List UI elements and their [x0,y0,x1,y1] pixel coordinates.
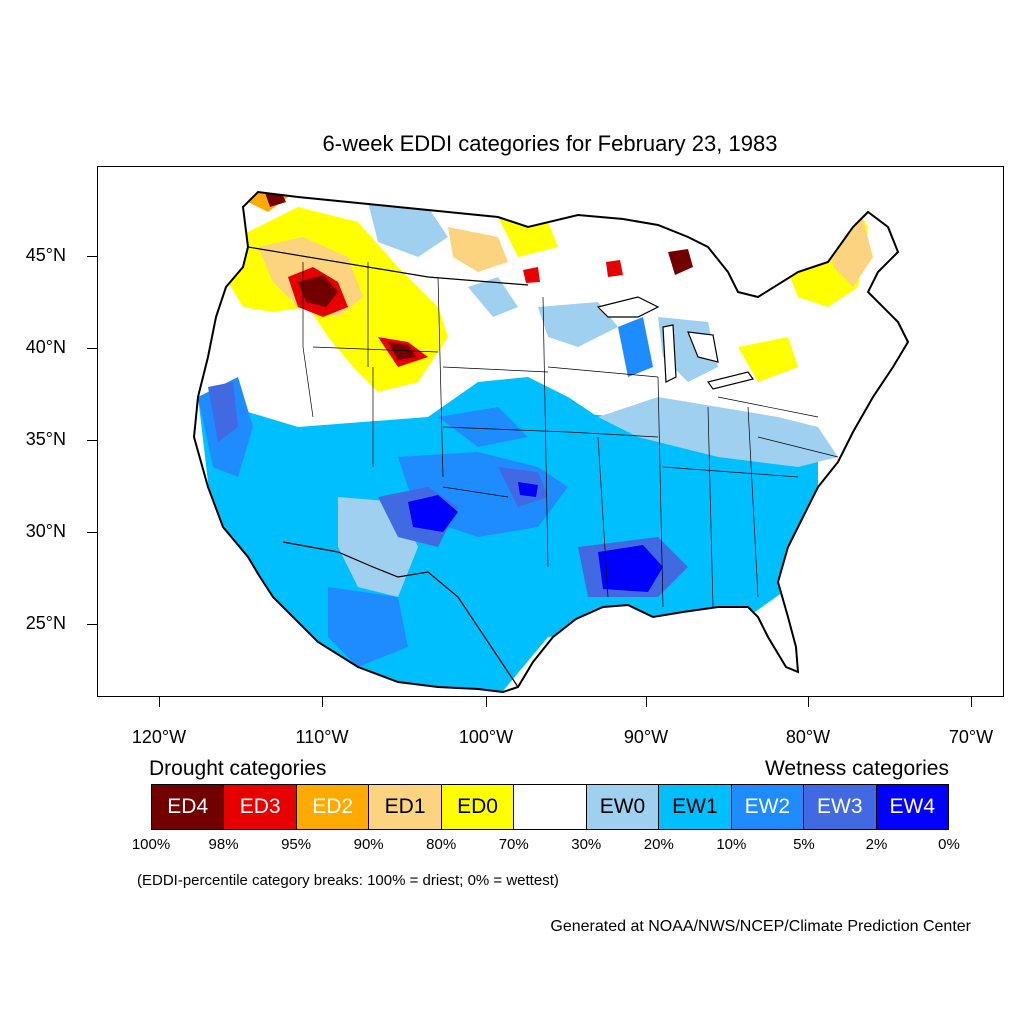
lat-label-25: 25°N [25,613,66,633]
legend-box-ed0: ED0 [441,785,515,829]
lat-label-40: 40°N [25,337,66,357]
legend-note: (EDDI-percentile category breaks: 100% =… [137,872,559,889]
drought-heading: Drought categories [149,757,327,780]
lon-tick-100 [486,697,487,707]
lat-tick-25 [87,624,97,625]
lon-tick-80 [808,697,809,707]
lon-tick-110 [322,697,323,707]
percentile-label: 70% [498,836,529,853]
percentile-label: 98% [208,836,239,853]
lake-michigan [662,324,677,383]
wetness-heading: Wetness categories [764,757,949,780]
legend-box-ew0: EW0 [586,785,660,829]
map-title: 6-week EDDI categories for February 23, … [322,131,778,156]
legend-box-ed1: ED1 [369,785,442,829]
percentile-label: 30% [571,836,602,853]
lat-tick-30 [87,532,97,533]
legend-box-ew1: EW1 [659,785,732,829]
percentile-label: 10% [716,836,747,853]
canada-border [247,246,529,286]
lake-erie [706,371,755,390]
eddi-map [97,166,1004,697]
percentile-label: 100% [131,836,171,853]
lat-tick-35 [87,440,97,441]
lon-tick-70 [971,697,972,707]
legend-box-ew4: EW4 [876,785,948,829]
lake-huron [687,331,719,363]
coastline [192,190,910,694]
percentile-label: 2% [865,836,888,853]
lake-superior [596,296,660,318]
credit-text: Generated at NOAA/NWS/NCEP/Climate Predi… [550,918,971,935]
legend-box-ed2: ED2 [296,785,370,829]
percentile-label: 80% [426,836,457,853]
percentile-label: 0% [938,836,960,853]
state-borders [302,262,839,608]
percentile-label: 95% [281,836,312,853]
map-svg [98,167,1003,696]
lon-label-110: 110°W [295,727,349,747]
percentile-label: 5% [793,836,815,853]
lat-tick-45 [87,256,97,257]
lon-label-90: 90°W [623,727,669,747]
mexico-border [282,541,519,688]
percentile-label: 20% [643,836,674,853]
legend-box-neutral [514,785,587,829]
lon-label-70: 70°W [948,727,994,747]
lat-tick-40 [87,348,97,349]
lon-label-80: 80°W [785,727,831,747]
legend-box-ed3: ED3 [224,785,297,829]
lon-label-120: 120°W [131,727,187,747]
lat-label-35: 35°N [25,429,66,449]
legend-box-ew2: EW2 [731,785,805,829]
legend-box-ew3: EW3 [804,785,877,829]
lon-tick-90 [646,697,647,707]
lat-label-30: 30°N [25,521,66,541]
category-legend: ED4 ED3 ED2 ED1 ED0 EW0 EW1 EW2 EW3 EW4 [151,784,949,830]
lon-label-100: 100°W [458,727,514,747]
percentile-label: 90% [353,836,384,853]
legend-box-ed4: ED4 [152,785,225,829]
lat-label-45: 45°N [25,245,66,265]
lon-tick-120 [159,697,160,707]
